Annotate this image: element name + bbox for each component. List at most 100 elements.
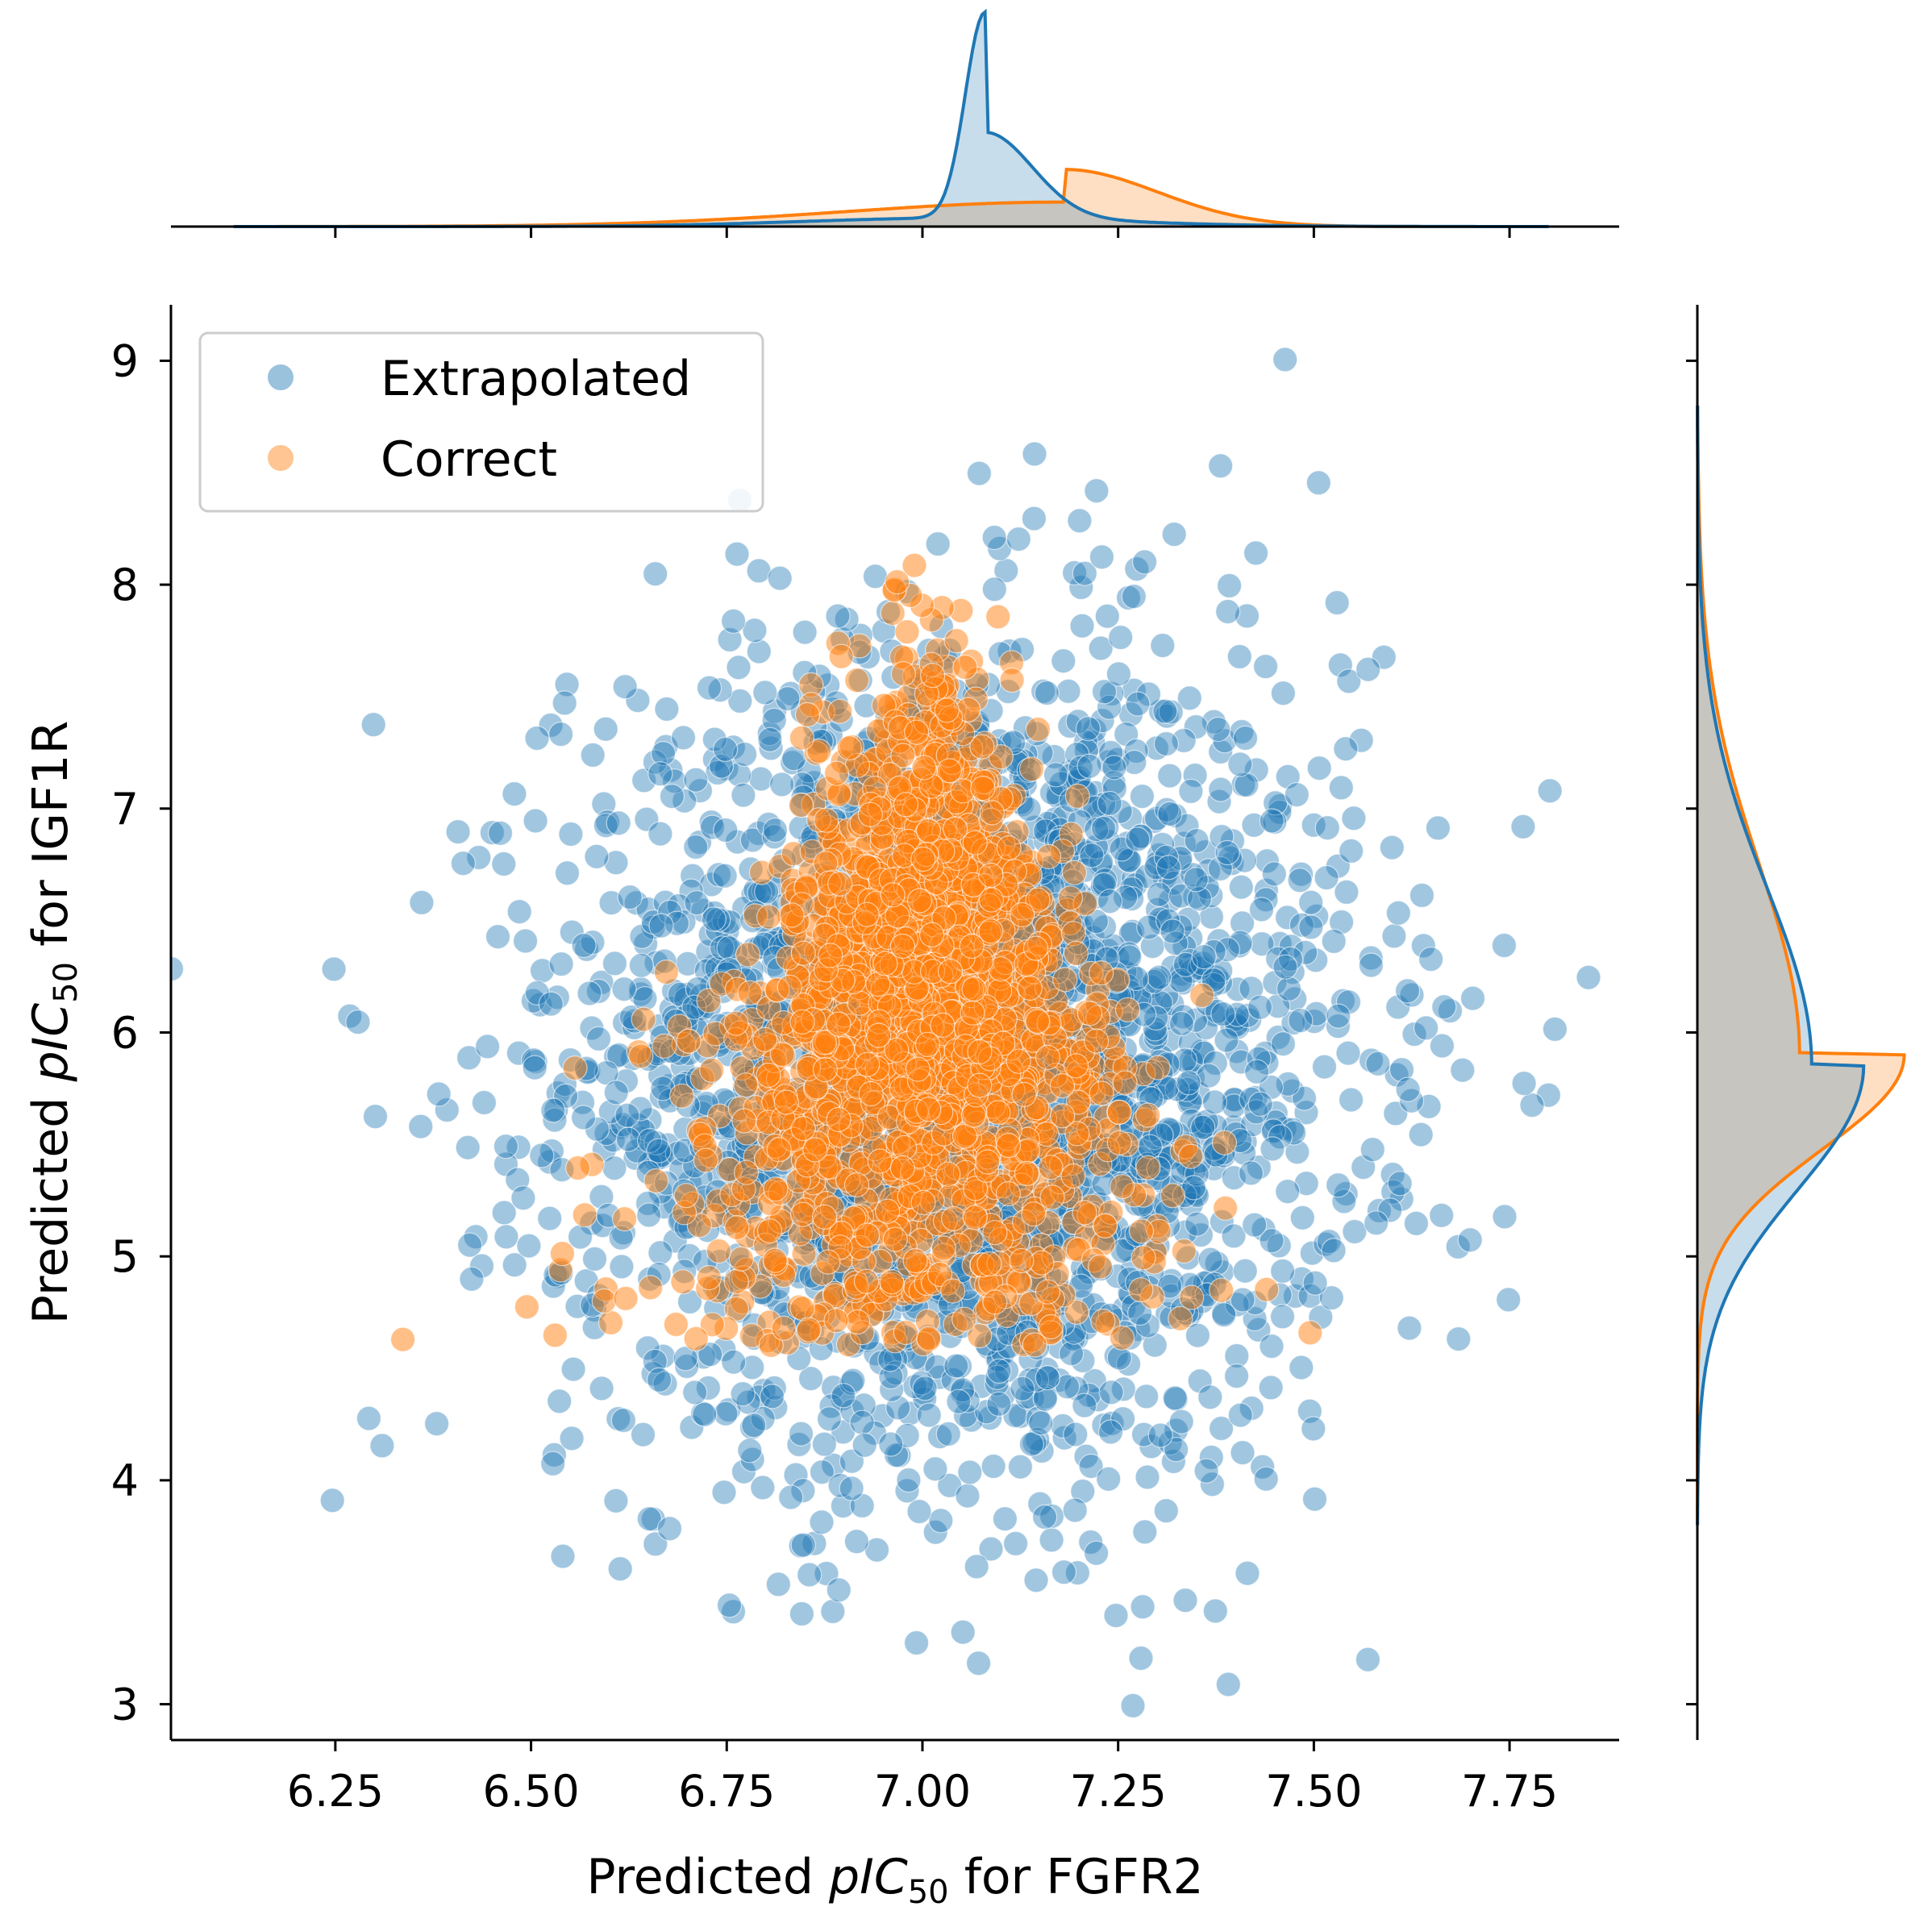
extrapolated-point	[1431, 994, 1457, 1020]
extrapolated-point	[611, 976, 637, 1002]
extrapolated-point	[628, 952, 655, 978]
correct-point	[962, 830, 988, 856]
right-marginal-ticks	[1686, 359, 1697, 1706]
extrapolated-point	[752, 680, 778, 706]
extrapolated-point	[957, 1459, 983, 1485]
extrapolated-point	[1157, 801, 1183, 827]
correct-point	[763, 1176, 789, 1202]
extrapolated-point	[1270, 1030, 1297, 1057]
extrapolated-point	[630, 1422, 656, 1447]
extrapolated-point	[702, 726, 727, 752]
correct-point	[1209, 1277, 1235, 1303]
correct-point	[1049, 1072, 1076, 1099]
extrapolated-point	[1335, 1040, 1361, 1066]
extrapolated-point	[825, 603, 851, 629]
extrapolated-point	[1232, 1258, 1258, 1284]
extrapolated-point	[408, 1114, 434, 1139]
extrapolated-point	[677, 1243, 702, 1269]
correct-point	[976, 1251, 1002, 1277]
extrapolated-point	[1221, 1165, 1247, 1191]
extrapolated-point	[1146, 881, 1172, 907]
correct-point	[1063, 940, 1089, 967]
extrapolated-point	[1247, 1091, 1273, 1117]
extrapolated-point	[759, 1384, 785, 1409]
extrapolated-point	[1234, 772, 1260, 798]
extrapolated-point	[1161, 870, 1187, 896]
correct-point	[1064, 783, 1090, 810]
extrapolated-point	[1355, 656, 1381, 682]
extrapolated-point	[1101, 755, 1127, 781]
extrapolated-point	[1129, 783, 1155, 810]
extrapolated-point	[1139, 1434, 1164, 1459]
correct-point	[756, 1062, 781, 1089]
extrapolated-point	[851, 1432, 877, 1458]
correct-point	[995, 1180, 1022, 1207]
extrapolated-point	[1259, 1333, 1285, 1359]
correct-point	[867, 1148, 893, 1174]
extrapolated-point	[707, 677, 733, 703]
extrapolated-point	[571, 932, 597, 959]
extrapolated-point	[1254, 1050, 1280, 1076]
extrapolated-point	[1076, 1382, 1101, 1408]
extrapolated-point	[1137, 1134, 1163, 1159]
extrapolated-point	[1168, 883, 1194, 909]
extrapolated-point	[742, 618, 768, 643]
correct-point	[638, 1275, 664, 1301]
extrapolated-point	[840, 1368, 866, 1393]
extrapolated-point	[1121, 584, 1147, 610]
extrapolated-point	[1326, 1003, 1351, 1029]
extrapolated-point	[809, 1509, 835, 1535]
extrapolated-point	[1109, 836, 1135, 862]
extrapolated-point	[542, 1107, 568, 1133]
extrapolated-point	[636, 1202, 662, 1228]
extrapolated-point	[1395, 1076, 1421, 1102]
extrapolated-point	[1153, 1498, 1179, 1524]
extrapolated-point	[788, 1421, 814, 1447]
correct-point	[911, 755, 937, 781]
extrapolated-point	[1097, 739, 1124, 766]
extrapolated-y-kde-line	[1696, 406, 1866, 1526]
extrapolated-point	[1124, 556, 1150, 582]
extrapolated-point	[1163, 1437, 1189, 1463]
extrapolated-point	[1243, 1099, 1269, 1125]
extrapolated-point	[625, 687, 651, 714]
extrapolated-point	[1070, 1478, 1096, 1505]
correct-point	[735, 942, 761, 968]
extrapolated-point	[1061, 560, 1088, 586]
extrapolated-point	[1168, 968, 1193, 993]
correct-point	[794, 701, 821, 728]
extrapolated-point	[1094, 603, 1120, 629]
top-marginal-kde	[171, 8, 1619, 238]
extrapolated-point	[992, 1506, 1018, 1532]
extrapolated-point	[547, 1388, 573, 1414]
extrapolated-point	[1202, 1050, 1228, 1076]
correct-point	[777, 974, 802, 1001]
extrapolated-point	[746, 639, 772, 664]
extrapolated-point	[1276, 976, 1302, 1001]
correct-point	[1135, 1155, 1161, 1180]
extrapolated-point	[1227, 751, 1253, 777]
extrapolated-point	[981, 524, 1007, 551]
correct-point	[893, 1319, 919, 1346]
extrapolated-point	[1214, 937, 1240, 963]
extrapolated-point	[1253, 1466, 1279, 1492]
extrapolated-point	[1246, 1046, 1272, 1072]
extrapolated-point	[1401, 1021, 1427, 1047]
extrapolated-point	[1174, 1076, 1200, 1102]
extrapolated-point	[1168, 914, 1193, 940]
extrapolated-point	[731, 782, 756, 808]
extrapolated-point	[1142, 1332, 1168, 1358]
correct-point	[1052, 967, 1078, 993]
extrapolated-point	[720, 1599, 747, 1625]
extrapolated-point	[1023, 1567, 1049, 1593]
extrapolated-point	[1425, 815, 1451, 841]
extrapolated-point	[570, 1105, 597, 1130]
extrapolated-point	[609, 1254, 635, 1280]
extrapolated-point	[1135, 681, 1162, 707]
extrapolated-point	[1170, 1004, 1197, 1030]
extrapolated-point	[1259, 808, 1285, 834]
extrapolated-point	[966, 460, 993, 486]
extrapolated-point	[1119, 918, 1146, 944]
correct-point	[843, 1172, 870, 1198]
extrapolated-point	[593, 813, 618, 839]
